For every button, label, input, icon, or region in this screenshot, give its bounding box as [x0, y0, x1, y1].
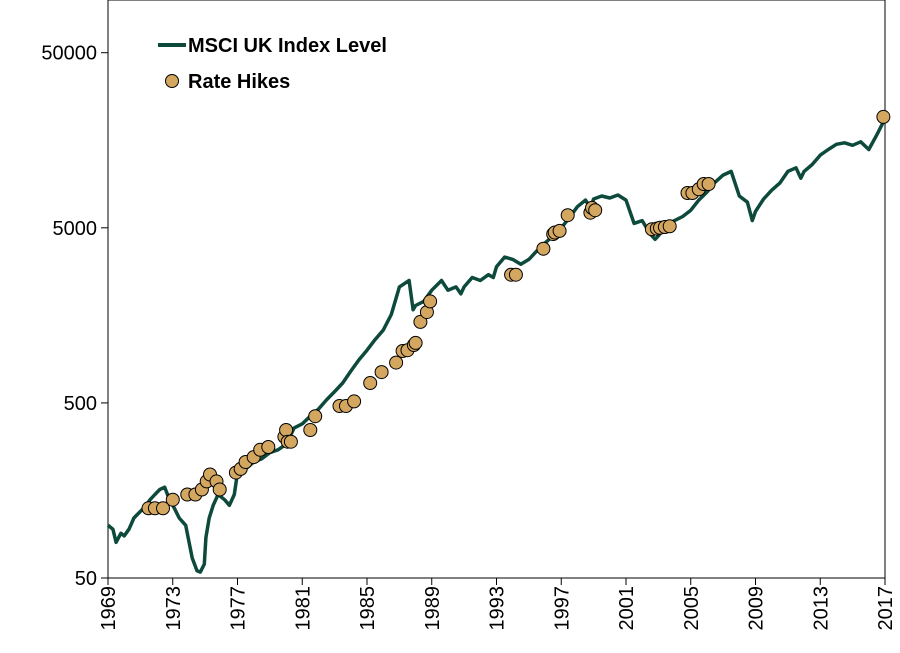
rate-hike-point [374, 365, 389, 380]
x-tick-label: 1997 [551, 586, 573, 631]
series-line-msci-uk-index-level [106, 117, 887, 574]
rate-hike-point [588, 203, 603, 218]
rate-hike-point [413, 314, 428, 329]
rate-hike-point [261, 440, 276, 454]
x-tick-label: 1989 [422, 586, 444, 631]
rate-hike-point [389, 355, 404, 370]
rate-hike-point [701, 177, 716, 191]
rate-hike-point [363, 376, 378, 390]
x-tick-label: 1973 [163, 586, 185, 631]
rate-hike-point [283, 434, 298, 449]
rate-hike-markers [141, 109, 891, 516]
rate-hike-point [508, 267, 523, 282]
x-tick-label: 1985 [357, 586, 379, 631]
rate-hike-point [876, 109, 891, 124]
legend: MSCI UK Index Level Rate Hikes [158, 35, 387, 93]
x-tick-label: 2005 [681, 586, 703, 631]
x-tick-label: 1977 [228, 586, 250, 631]
x-tick-label: 1969 [98, 586, 120, 631]
rate-hike-point [308, 409, 323, 424]
x-axis: 1969 1973 1977 1981 1985 1989 1993 1997 2001 2005… [98, 578, 897, 631]
y-tick-label: 50000 [41, 43, 97, 65]
x-tick-label: 1981 [292, 586, 314, 631]
x-tick-label: 1993 [487, 586, 509, 631]
rate-hike-point [560, 208, 575, 223]
rate-hike-point [552, 223, 567, 238]
rate-hike-point [279, 423, 294, 437]
rate-hike-point [303, 423, 318, 437]
series-layer [106, 117, 887, 574]
rate-hike-point [423, 294, 438, 309]
x-tick-label: 2009 [746, 586, 768, 631]
rate-hike-point [347, 394, 362, 409]
y-tick-label: 500 [64, 393, 97, 415]
y-axis: 50 500 5000 50000 [41, 43, 108, 590]
rate-hike-point [156, 501, 170, 516]
rate-hike-point [536, 241, 551, 256]
legend-label-index-level: MSCI UK Index Level [188, 35, 387, 57]
x-tick-label: 2013 [810, 586, 832, 631]
legend-label-rate-hikes: Rate Hikes [188, 71, 290, 93]
rate-hike-point [212, 482, 227, 497]
y-tick-label: 5000 [53, 218, 98, 240]
x-tick-label: 2017 [875, 586, 897, 631]
rate-hike-point [408, 335, 423, 350]
x-tick-label: 2001 [616, 586, 638, 631]
y-tick-label: 50 [75, 568, 97, 590]
rate-hike-point [662, 219, 677, 234]
legend-marker-swatch [165, 74, 179, 88]
rate-hike-point [165, 492, 180, 507]
